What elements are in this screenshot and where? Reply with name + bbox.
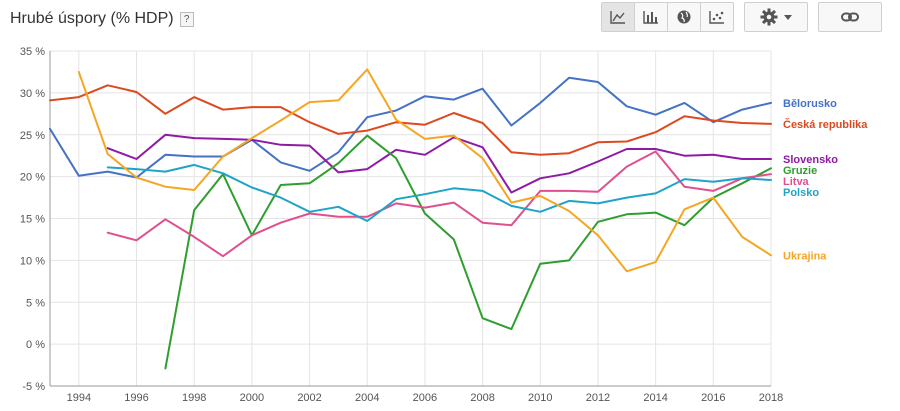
- bar-chart-button[interactable]: [635, 3, 668, 31]
- legend-label-belorusko: Bělorusko: [783, 98, 837, 110]
- legend-label-polsko: Polsko: [783, 187, 819, 199]
- series-line-ceska-republika: [49, 84, 772, 156]
- x-tick-label: 2010: [528, 392, 552, 404]
- series-line-polsko: [106, 163, 772, 222]
- series-line-belorusko: [49, 76, 772, 179]
- help-button[interactable]: ?: [179, 11, 194, 27]
- chart-grid: [50, 50, 772, 387]
- legend-label-litva: Litva: [783, 176, 810, 188]
- settings-button[interactable]: [744, 2, 808, 32]
- legend-label-ceska-republika: Česká republika: [783, 118, 868, 131]
- series-line-slovensko: [106, 133, 772, 194]
- y-tick-label: 30 %: [20, 88, 45, 100]
- y-tick-label: 5 %: [26, 297, 45, 309]
- x-tick-label: 2000: [240, 392, 264, 404]
- x-tick-label: 1994: [67, 392, 91, 404]
- page-title: Hrubé úspory (% HDP): [10, 10, 174, 27]
- x-tick-label: 2002: [297, 392, 321, 404]
- gear-icon: [760, 8, 778, 26]
- line-chart-icon: [610, 11, 625, 24]
- toolbar: [601, 2, 882, 32]
- map-button[interactable]: [668, 3, 701, 31]
- share-link-button[interactable]: [818, 2, 882, 32]
- legend-label-slovensko: Slovensko: [783, 154, 838, 166]
- x-tick-label: 1998: [182, 392, 206, 404]
- y-tick-label: 35 %: [20, 46, 45, 58]
- bar-chart-icon: [643, 11, 658, 24]
- globe-icon: [677, 10, 691, 24]
- y-tick-label: 10 %: [20, 255, 45, 267]
- y-tick-label: 0 %: [26, 339, 45, 351]
- chart-series: [49, 68, 772, 370]
- series-line-litva: [106, 150, 772, 258]
- x-tick-label: 2008: [470, 392, 494, 404]
- scatter-chart-button[interactable]: [701, 3, 733, 31]
- chevron-down-icon: [784, 14, 792, 20]
- link-icon: [841, 12, 859, 22]
- chart-legend: Bělorusko Česká republika SlovenskoGruzieL…: [783, 98, 868, 262]
- chart-header: Hrubé úspory (% HDP) ?: [10, 8, 194, 30]
- y-tick-label: 25 %: [20, 130, 45, 142]
- scatter-chart-icon: [709, 11, 724, 24]
- x-tick-label: 2012: [586, 392, 610, 404]
- x-tick-label: 2004: [355, 392, 379, 404]
- y-tick-label: -5 %: [22, 381, 45, 393]
- x-tick-label: 1996: [124, 392, 148, 404]
- x-tick-label: 2016: [701, 392, 725, 404]
- chart-type-switcher: [601, 2, 734, 32]
- y-tick-label: 20 %: [20, 172, 45, 184]
- line-chart-button[interactable]: [602, 3, 635, 31]
- x-tick-label: 2006: [413, 392, 437, 404]
- series-line-gruzie: [164, 134, 772, 370]
- series-line-ukrajina: [77, 68, 772, 273]
- x-tick-label: 2014: [643, 392, 667, 404]
- x-tick-label: 2018: [759, 392, 783, 404]
- legend-label-ukrajina: Ukrajina: [783, 250, 827, 262]
- chart-axes: 35 % 30 % 25 % 20 % 15 % 10 % 5 % 0 % -5 % 1994 19…: [20, 46, 783, 404]
- y-tick-label: 15 %: [20, 214, 45, 226]
- legend-label-gruzie: Gruzie: [783, 165, 817, 177]
